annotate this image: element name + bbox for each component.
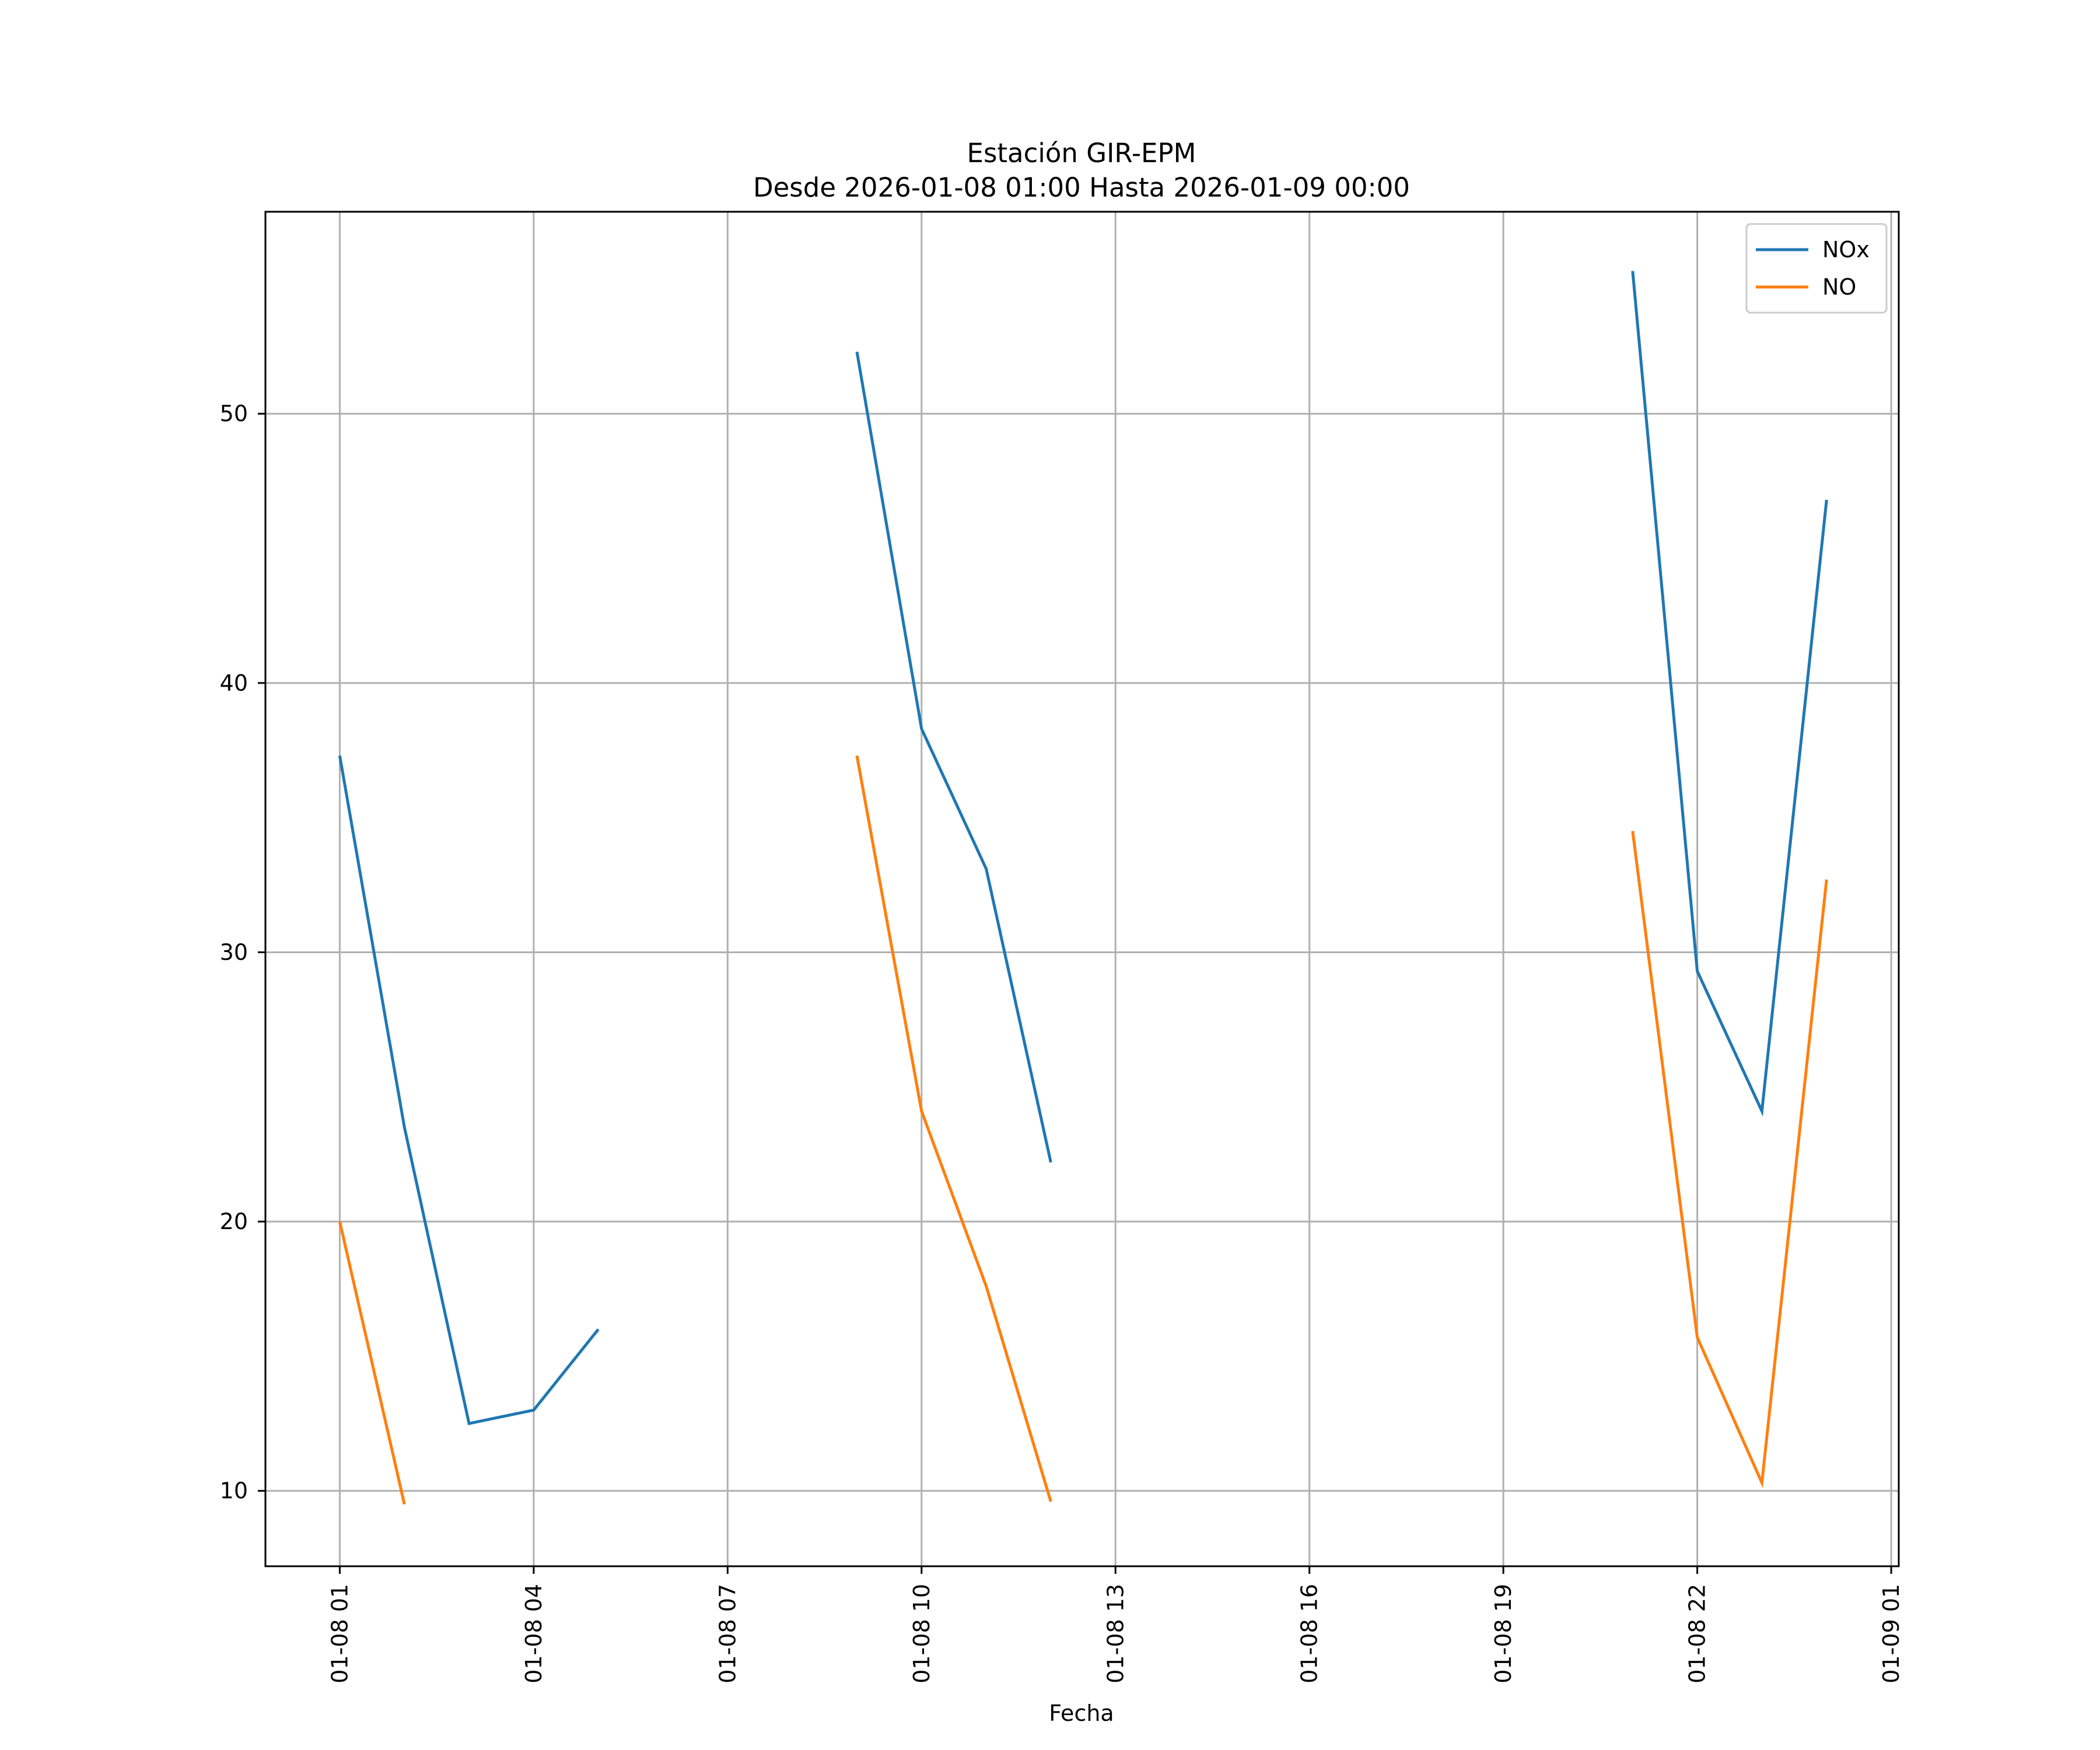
x-tick-label: 01-09 01 xyxy=(1878,1584,1904,1684)
x-tick-label: 01-08 04 xyxy=(521,1584,547,1684)
x-tick-label: 01-08 01 xyxy=(327,1584,352,1684)
x-tick-label: 01-08 10 xyxy=(909,1584,935,1684)
series-lines xyxy=(338,271,1828,1505)
legend-label-nox: NOx xyxy=(1822,237,1870,262)
grid xyxy=(265,212,1899,1566)
legend-box xyxy=(1745,223,1888,314)
series-line-nox xyxy=(338,271,1828,1426)
legend: NOx NO xyxy=(1745,223,1888,314)
axis-ticks: 01-08 01 01-08 04 01-08 07 01-08 10 01-08 13… xyxy=(220,401,1904,1684)
y-tick-label: 30 xyxy=(220,939,248,965)
y-tick-label: 50 xyxy=(220,401,248,426)
legend-label-no: NO xyxy=(1822,274,1856,300)
x-tick-label: 01-08 16 xyxy=(1297,1584,1322,1684)
x-tick-label: 01-08 13 xyxy=(1102,1584,1128,1684)
chart-title: Estación GIR-EPM xyxy=(967,138,1196,169)
y-tick-label: 10 xyxy=(220,1478,248,1504)
y-tick-label: 40 xyxy=(220,670,248,696)
x-axis-label: Fecha xyxy=(1049,1700,1114,1726)
y-tick-label: 20 xyxy=(220,1209,248,1234)
x-tick-label: 01-08 19 xyxy=(1490,1584,1516,1684)
x-tick-label: 01-08 22 xyxy=(1685,1584,1710,1684)
chart-subtitle: Desde 2026-01-08 01:00 Hasta 2026-01-09 … xyxy=(753,172,1410,203)
plot-frame xyxy=(264,211,1900,1567)
x-tick-label: 01-08 07 xyxy=(715,1584,740,1684)
series-line-no xyxy=(338,755,1828,1505)
